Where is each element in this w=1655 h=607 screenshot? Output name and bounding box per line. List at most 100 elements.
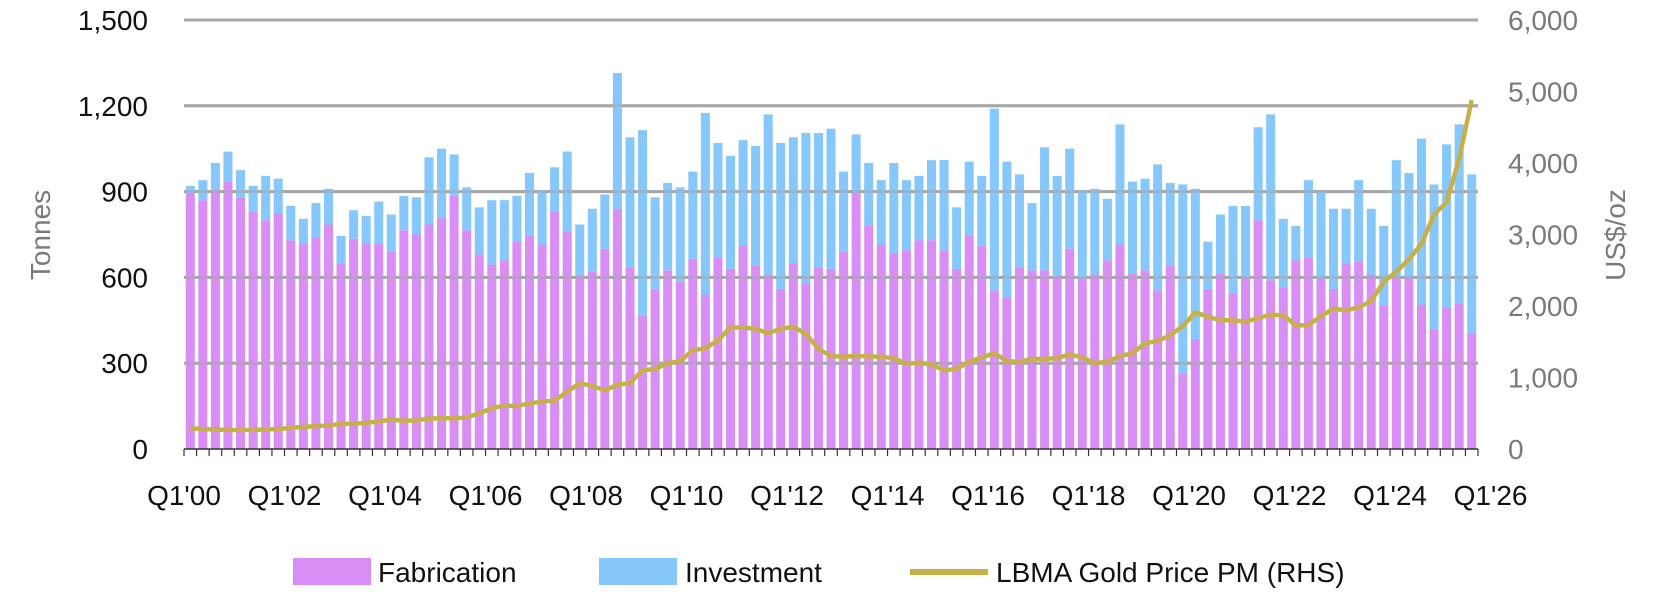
x-tick-label: Q1'12 xyxy=(750,480,824,511)
bar-investment xyxy=(587,208,597,272)
bar-investment xyxy=(210,163,220,191)
legend: Fabrication Investment LBMA Gold Price P… xyxy=(293,557,1345,588)
bar-investment xyxy=(776,142,786,289)
bar-investment xyxy=(1153,164,1163,291)
bar-investment xyxy=(336,235,346,264)
bar-fabrication xyxy=(1002,297,1012,449)
x-tick-label: Q1'02 xyxy=(248,480,322,511)
bar-investment xyxy=(462,187,472,231)
bar-fabrication xyxy=(876,244,886,449)
bar-investment xyxy=(926,160,937,241)
bar-investment xyxy=(1165,183,1175,266)
bar-investment xyxy=(524,173,535,236)
price-line xyxy=(190,99,1474,433)
bar-investment xyxy=(449,154,459,196)
bar-investment xyxy=(1027,203,1037,271)
x-tick-label: Q1'16 xyxy=(951,480,1025,511)
bar-investment xyxy=(1040,147,1050,271)
y-tick-label: 300 xyxy=(101,348,148,379)
bar-fabrication xyxy=(449,195,459,449)
bar-investment xyxy=(537,190,547,245)
x-tick-label: Q1'10 xyxy=(650,480,724,511)
x-tick-label: Q1'22 xyxy=(1253,480,1327,511)
bar-investment xyxy=(411,197,421,235)
bar-investment xyxy=(261,175,271,221)
legend-swatch-fabrication xyxy=(293,558,371,585)
bar-investment xyxy=(876,180,886,245)
y2-tick-label: 5,000 xyxy=(1508,77,1578,108)
bar-fabrication xyxy=(1065,248,1075,449)
bar-investment xyxy=(1241,205,1251,278)
legend-swatch-investment xyxy=(599,558,677,585)
bar-fabrication xyxy=(1165,265,1175,449)
x-tick-label: Q1'14 xyxy=(851,480,925,511)
price-line-series xyxy=(190,99,1474,433)
y-tick-label: 600 xyxy=(101,262,148,293)
bar-investment xyxy=(1454,124,1464,304)
bar-fabrication xyxy=(939,250,949,449)
y2-tick-label: 2,000 xyxy=(1508,291,1578,322)
bar-investment xyxy=(512,195,522,242)
bar-fabrication xyxy=(901,250,911,449)
bar-fabrication xyxy=(1341,263,1351,449)
bar-fabrication xyxy=(361,243,371,449)
bar-investment xyxy=(1429,184,1439,329)
bar-investment xyxy=(989,108,999,291)
bar-investment xyxy=(964,161,974,236)
bar-fabrication xyxy=(198,200,208,449)
bar-investment xyxy=(323,188,333,225)
bar-investment xyxy=(361,215,371,244)
bar-investment xyxy=(625,137,635,268)
bar-investment xyxy=(1341,208,1351,264)
bar-investment xyxy=(725,155,736,269)
bar-fabrication xyxy=(751,265,761,449)
y-tick-label: 1,200 xyxy=(78,91,148,122)
y2-tick-label: 6,000 xyxy=(1508,5,1578,36)
bar-investment xyxy=(1115,124,1125,245)
bar-investment xyxy=(939,160,949,251)
y-tick-label: 1,500 xyxy=(78,5,148,36)
bar-investment xyxy=(236,170,246,198)
bar-investment xyxy=(851,134,861,194)
bar-fabrication xyxy=(399,230,409,449)
bar-investment xyxy=(751,145,761,266)
x-tick-label: Q1'20 xyxy=(1152,480,1226,511)
bar-fabrication xyxy=(1127,273,1138,449)
bar-fabrication xyxy=(424,224,434,449)
bar-investment xyxy=(1266,114,1276,281)
bar-investment xyxy=(713,142,723,258)
bar-investment xyxy=(1052,175,1062,276)
bar-investment xyxy=(813,132,823,268)
bar-fabrication xyxy=(889,253,899,449)
bar-investment xyxy=(801,132,811,284)
bar-fabrication xyxy=(1203,288,1213,449)
bar-fabrication xyxy=(839,251,849,449)
bar-fabrication xyxy=(411,234,421,449)
bar-investment xyxy=(839,171,849,252)
bar-investment xyxy=(650,197,660,289)
bar-investment xyxy=(1203,241,1213,289)
y2-tick-label: 4,000 xyxy=(1508,148,1578,179)
bar-fabrication xyxy=(1467,333,1477,449)
bar-fabrication xyxy=(1115,244,1125,449)
y2-tick-label: 1,000 xyxy=(1508,363,1578,394)
bar-fabrication xyxy=(600,248,610,449)
bar-investment xyxy=(1140,178,1150,271)
bar-investment xyxy=(1253,127,1263,221)
bar-investment xyxy=(1391,160,1401,278)
bar-investment xyxy=(575,224,585,276)
bar-investment xyxy=(1291,225,1301,261)
bar-investment xyxy=(248,185,258,212)
bar-fabrication xyxy=(914,240,924,449)
bar-fabrication xyxy=(813,267,823,449)
bar-fabrication xyxy=(524,235,535,449)
bar-investment xyxy=(688,171,698,259)
bar-investment xyxy=(675,187,685,282)
bar-fabrication xyxy=(185,193,195,449)
bar-investment xyxy=(864,163,874,226)
bar-fabrication xyxy=(713,257,723,449)
y2-tick-label: 0 xyxy=(1508,434,1524,465)
bar-fabrication xyxy=(977,245,987,449)
bar-fabrication xyxy=(1442,307,1452,449)
